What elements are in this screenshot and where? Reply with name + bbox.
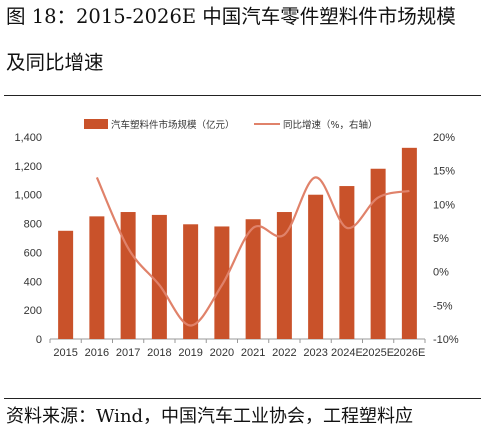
right-axis-tick-label: 15% bbox=[433, 166, 455, 178]
bar-2021 bbox=[245, 219, 261, 339]
bar-2025E bbox=[370, 168, 386, 339]
right-axis: -10% -5% 0% 5% 10% 15% 20% bbox=[433, 132, 459, 346]
left-axis-tick-label: 200 bbox=[24, 305, 42, 317]
legend-line-label: 同比增速（%，右轴） bbox=[283, 119, 378, 131]
left-axis-tick-label: 400 bbox=[24, 276, 42, 288]
bar-2023 bbox=[308, 194, 324, 339]
x-axis-tick-label: 2019 bbox=[178, 347, 202, 359]
growth-line-series bbox=[95, 176, 410, 327]
left-axis-tick-label: 1,400 bbox=[14, 132, 42, 144]
bar-2019 bbox=[183, 224, 199, 339]
x-axis-tick-label: 2017 bbox=[116, 347, 140, 359]
right-axis-tick-label: -10% bbox=[433, 334, 459, 346]
left-axis-tick-label: 1,000 bbox=[14, 190, 42, 202]
x-axis-tick-label: 2026E bbox=[393, 347, 425, 359]
x-axis-tick-label: 2025E bbox=[362, 347, 394, 359]
bar-2026E bbox=[401, 147, 417, 339]
left-axis: 0 200 400 600 800 1,000 1,200 1,400 bbox=[14, 132, 42, 346]
x-axis-tick-label: 2024E bbox=[331, 347, 363, 359]
bar-series bbox=[58, 147, 417, 339]
legend-bar-label: 汽车塑料件市场规模（亿元） bbox=[111, 119, 235, 131]
bar-2015 bbox=[58, 230, 74, 339]
left-axis-tick-label: 0 bbox=[36, 334, 42, 346]
x-axis-tick-label: 2023 bbox=[303, 347, 327, 359]
right-axis-tick-label: 5% bbox=[433, 233, 449, 245]
right-axis-tick-label: 10% bbox=[433, 199, 455, 211]
x-axis-tick-label: 2022 bbox=[272, 347, 296, 359]
bar-2018 bbox=[151, 214, 167, 339]
source-note: 资料来源：Wind，中国汽车工业协会，工程塑料应 bbox=[6, 406, 414, 427]
bar-2016 bbox=[89, 216, 105, 339]
top-rule bbox=[4, 95, 481, 96]
right-axis-tick-label: 20% bbox=[433, 132, 455, 144]
x-axis-tick-label: 2020 bbox=[210, 347, 234, 359]
left-axis-tick-label: 600 bbox=[24, 247, 42, 259]
bar-2017 bbox=[120, 212, 136, 339]
x-axis-tick-label: 2015 bbox=[53, 347, 77, 359]
bottom-rule bbox=[4, 398, 481, 399]
bar-2020 bbox=[214, 226, 230, 339]
left-axis-tick-label: 800 bbox=[24, 219, 42, 231]
legend: 汽车塑料件市场规模（亿元） 同比增速（%，右轴） bbox=[84, 119, 378, 131]
right-axis-tick-label: -5% bbox=[433, 300, 453, 312]
x-axis-tick-label: 2018 bbox=[147, 347, 171, 359]
left-axis-tick-label: 1,200 bbox=[14, 161, 42, 173]
figure-title: 图 18：2015-2026E 中国汽车零件塑料件市场规模 bbox=[6, 5, 456, 28]
bar-2024E bbox=[339, 186, 355, 339]
legend-bar-swatch bbox=[84, 119, 108, 129]
figure-title-continued: 及同比增速 bbox=[6, 51, 104, 74]
bar-2022 bbox=[276, 212, 292, 339]
right-axis-tick-label: 0% bbox=[433, 267, 449, 279]
x-axis-tick-label: 2016 bbox=[85, 347, 109, 359]
x-axis-tick-label: 2021 bbox=[241, 347, 265, 359]
x-axis: 2015 2016 2017 2018 2019 2020 2021 2022 2023 2024… bbox=[49, 339, 426, 359]
